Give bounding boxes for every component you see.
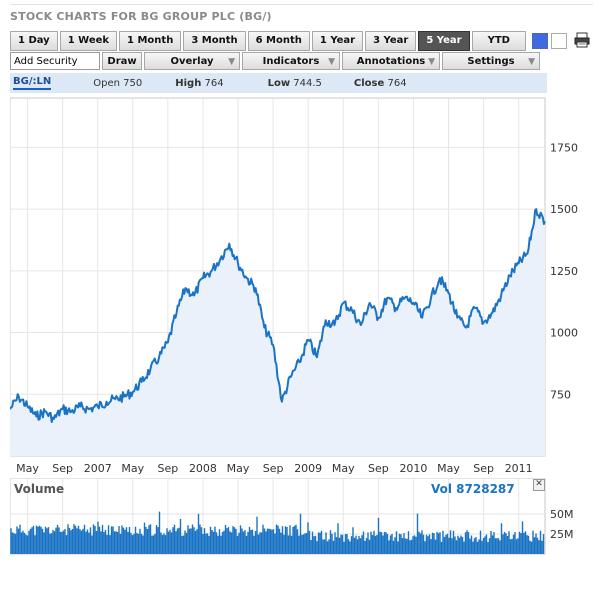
page-title: STOCK CHARTS FOR BG GROUP PLC (BG/) [10,10,272,23]
close-quote: Close 764 [354,78,407,89]
x-tick-label: 2011 [505,462,533,475]
high-quote: High 764 [175,78,223,89]
indicators-dropdown-label: Indicators [262,56,320,67]
x-tick-label: 2008 [189,462,217,475]
volume-tick-label: 25M [550,528,574,541]
overlay-dropdown-label: Overlay [170,56,214,67]
x-tick-label: May [332,462,355,475]
chevron-down-icon: ▼ [228,57,235,67]
x-tick-label: Sep [473,462,494,475]
annotations-dropdown-label: Annotations [356,56,426,67]
x-tick-label: May [227,462,250,475]
color-scheme-blue-icon[interactable] [531,33,548,49]
x-tick-label: 2009 [294,462,322,475]
volume-title: Volume [14,482,65,496]
x-tick-label: 2007 [84,462,112,475]
x-tick-label: 2010 [399,462,427,475]
annotations-dropdown[interactable]: Annotations ▼ [342,52,440,70]
x-tick-label: Sep [368,462,389,475]
x-tick-label: May [437,462,460,475]
range-button-1-month[interactable]: 1 Month [119,31,182,51]
price-line [10,208,546,423]
open-value: 750 [123,77,143,89]
volume-tick-label: 50M [550,508,574,521]
draw-button[interactable]: Draw [102,52,142,70]
range-button-6-month[interactable]: 6 Month [247,31,310,51]
chevron-down-icon: ▼ [528,57,535,67]
add-security-input[interactable] [10,52,100,70]
x-tick-label: May [16,462,39,475]
x-tick-label: May [121,462,144,475]
range-button-1-year[interactable]: 1 Year [311,31,364,51]
y-tick-label: 1750 [550,141,578,154]
chevron-down-icon: ▼ [328,57,335,67]
y-tick-label: 750 [550,388,571,401]
low-quote: Low 744.5 [268,78,322,89]
quote-bar: BG/:LN Open 750 High 764 Low 744.5 Close… [10,73,547,93]
low-label: Low [267,77,291,89]
price-area [10,209,545,456]
open-quote: Open 750 [93,78,142,89]
range-button-1-day[interactable]: 1 Day [10,31,58,51]
range-toolbar: 1 Day 1 Week 1 Month 3 Month 6 Month 1 Y… [10,31,591,51]
x-tick-label: Sep [158,462,179,475]
close-icon[interactable]: ✕ [533,479,545,491]
price-chart[interactable]: May Sep 2007 May Sep 2008 May Sep 2009 May Sep 2010… [10,96,590,476]
range-button-3-month[interactable]: 3 Month [183,31,246,51]
range-button-1-week[interactable]: 1 Week [59,31,118,51]
volume-value: Vol 8728287 [431,482,515,496]
x-tick-label: Sep [263,462,284,475]
overlay-dropdown[interactable]: Overlay ▼ [144,52,240,70]
title-rule [10,4,593,5]
settings-dropdown-label: Settings [467,56,515,67]
symbol-tab[interactable]: BG/:LN [13,76,52,90]
indicators-dropdown[interactable]: Indicators ▼ [242,52,340,70]
volume-chart[interactable]: 50M 25M [10,478,590,560]
low-value: 744.5 [293,77,322,89]
chevron-down-icon: ▼ [428,57,435,67]
color-scheme-white-icon[interactable] [550,33,567,49]
y-tick-label: 1250 [550,265,578,278]
print-icon[interactable] [573,31,591,49]
close-value: 764 [387,77,407,89]
x-tick-label: Sep [52,462,73,475]
draw-button-label: Draw [107,56,137,67]
range-button-5-year[interactable]: 5 Year [418,31,470,51]
settings-dropdown[interactable]: Settings ▼ [442,52,540,70]
close-label: Close [353,77,385,89]
volume-bars [10,511,545,554]
range-button-ytd[interactable]: YTD [471,31,526,51]
range-button-3-year[interactable]: 3 Year [365,31,417,51]
high-label: High [175,77,202,89]
chart-controls: Draw Overlay ▼ Indicators ▼ Annotations … [10,52,540,72]
y-tick-label: 1000 [550,327,578,340]
open-label: Open [93,77,120,89]
y-tick-label: 1500 [550,203,578,216]
high-value: 764 [204,77,224,89]
